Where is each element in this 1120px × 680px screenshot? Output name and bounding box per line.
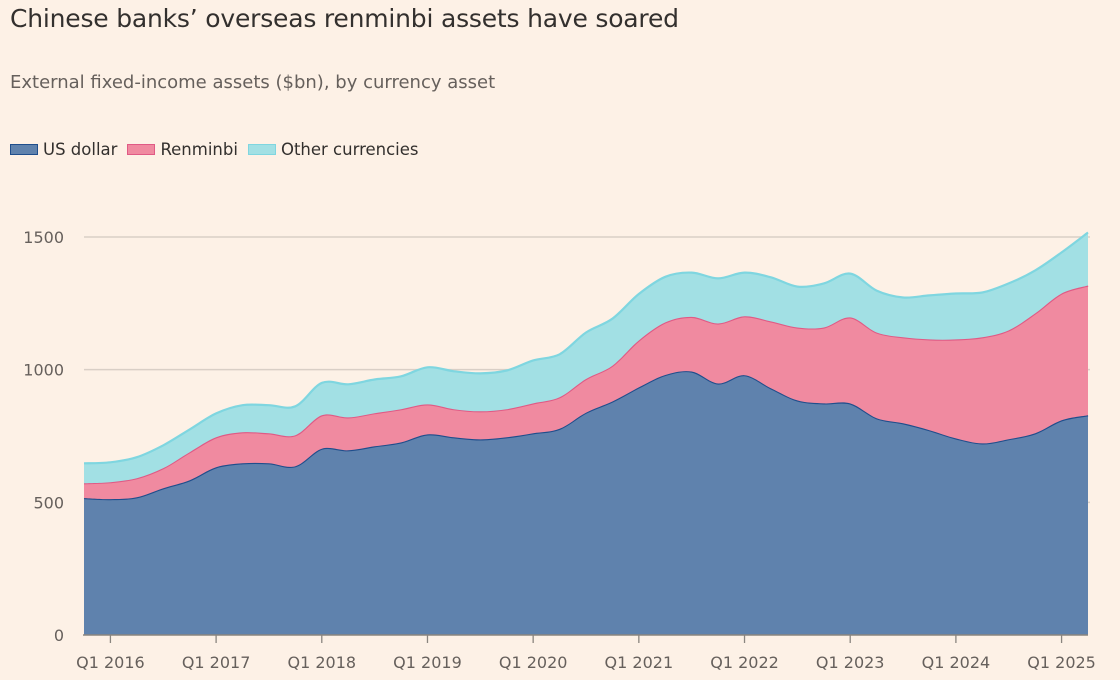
chart-title: Chinese banks’ overseas renminbi assets … bbox=[10, 4, 679, 33]
x-tick-label: Q1 2019 bbox=[393, 653, 462, 672]
y-tick-label: 1000 bbox=[23, 361, 64, 380]
axes: 0 500 1000 1500 Q1 2016 Q1 2017 Q1 2018 Q1 2019… bbox=[23, 228, 1096, 672]
y-tick-label: 1500 bbox=[23, 228, 64, 247]
legend-item-us-dollar[interactable]: US dollar bbox=[10, 140, 117, 159]
legend: US dollar Renminbi Other currencies bbox=[10, 140, 429, 159]
y-tick-label: 500 bbox=[33, 493, 64, 512]
x-tick-label: Q1 2024 bbox=[922, 653, 991, 672]
legend-item-renminbi[interactable]: Renminbi bbox=[127, 140, 238, 159]
area-us-dollar bbox=[84, 371, 1088, 635]
legend-label: US dollar bbox=[43, 140, 118, 159]
x-tick-label: Q1 2022 bbox=[710, 653, 779, 672]
x-tick-label: Q1 2020 bbox=[499, 653, 568, 672]
x-tick-label: Q1 2025 bbox=[1027, 653, 1096, 672]
line-other-currencies bbox=[83, 231, 1089, 465]
area-series bbox=[83, 231, 1089, 635]
chart-subtitle: External fixed-income assets ($bn), by c… bbox=[10, 72, 496, 93]
area-renminbi bbox=[84, 285, 1088, 500]
legend-swatch-renminbi bbox=[127, 144, 156, 155]
legend-label: Renminbi bbox=[160, 140, 238, 159]
x-tick-label: Q1 2017 bbox=[182, 653, 251, 672]
legend-swatch-us-dollar bbox=[10, 144, 38, 155]
y-tick-label: 0 bbox=[54, 626, 64, 645]
legend-label: Other currencies bbox=[280, 140, 419, 159]
legend-swatch-other-currencies bbox=[247, 144, 276, 155]
x-tick-label: Q1 2023 bbox=[816, 653, 885, 672]
legend-item-other-currencies[interactable]: Other currencies bbox=[247, 140, 419, 159]
x-tick-label: Q1 2018 bbox=[288, 653, 357, 672]
x-tick-label: Q1 2021 bbox=[605, 653, 674, 672]
x-tick-label: Q1 2016 bbox=[76, 653, 145, 672]
area-other-currencies bbox=[84, 232, 1088, 484]
